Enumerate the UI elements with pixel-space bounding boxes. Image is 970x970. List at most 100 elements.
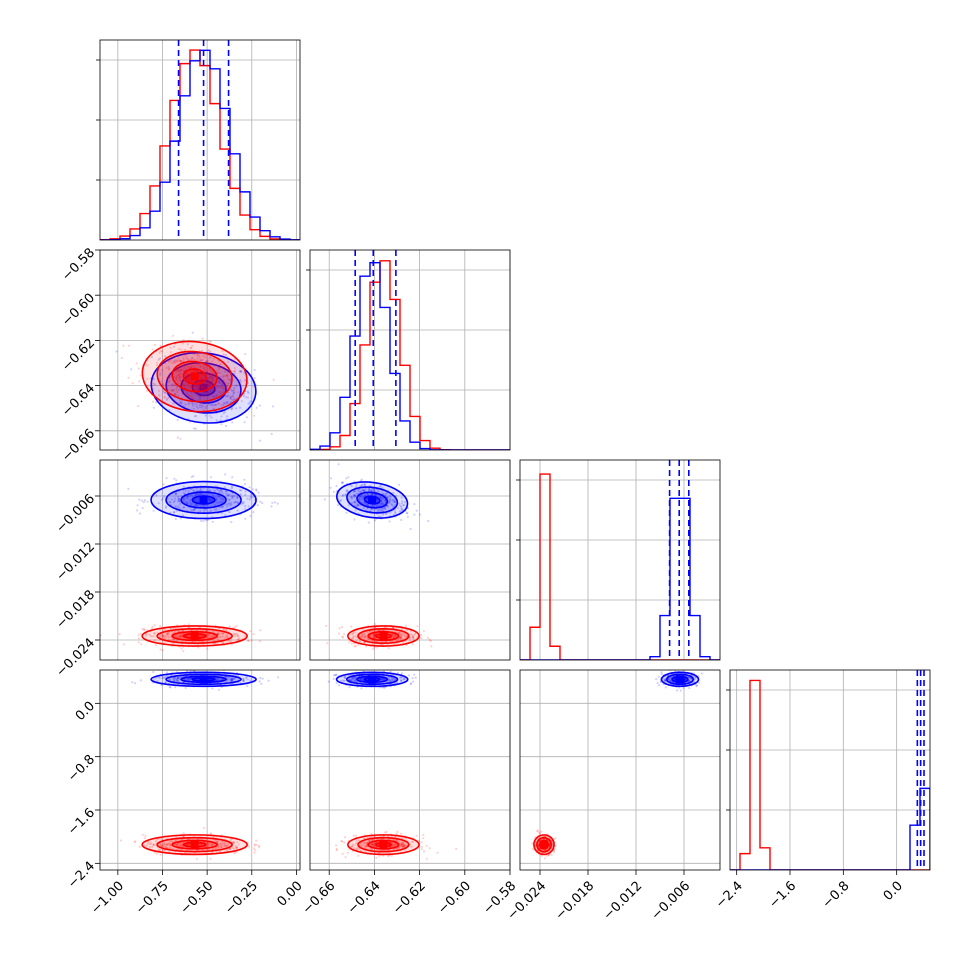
scatter-point [167, 380, 170, 383]
scatter-point [363, 501, 366, 504]
scatter-point [387, 647, 390, 650]
scatter-point [348, 686, 351, 689]
scatter-point [196, 500, 199, 503]
scatter-point [190, 488, 193, 491]
scatter-point [168, 379, 172, 382]
scatter-point [217, 402, 220, 405]
scatter-point [172, 638, 175, 641]
scatter-point [200, 386, 203, 389]
scatter-point [410, 840, 413, 844]
scatter-point [162, 841, 166, 845]
scatter-point [354, 844, 357, 847]
scatter-point [170, 359, 173, 362]
scatter-point [372, 635, 376, 638]
scatter-point [385, 512, 388, 516]
scatter-point [218, 379, 221, 382]
scatter-point [369, 630, 372, 634]
scatter-point [202, 826, 205, 830]
scatter-point [401, 508, 404, 512]
scatter-point [184, 686, 187, 690]
scatter-point [196, 363, 199, 366]
scatter-point [233, 358, 236, 361]
scatter-point [364, 841, 367, 845]
scatter-point [201, 354, 205, 357]
scatter-point [224, 374, 227, 377]
scatter-point [411, 840, 415, 843]
scatter-point [388, 680, 391, 683]
scatter-point [684, 677, 687, 681]
scatter-point [211, 520, 214, 523]
scatter-point [180, 635, 183, 638]
scatter-point [245, 416, 248, 419]
scatter-point [364, 846, 367, 849]
scatter-point [404, 837, 407, 840]
scatter-point [223, 841, 227, 844]
scatter-point [176, 394, 179, 397]
scatter-point [354, 675, 357, 679]
scatter-point [191, 397, 195, 400]
scatter-point [201, 391, 204, 394]
scatter-point [230, 503, 233, 506]
scatter-point [158, 351, 161, 354]
scatter-point [354, 631, 357, 634]
scatter-point [176, 391, 179, 394]
scatter-point [255, 489, 258, 492]
scatter-point [165, 398, 168, 401]
scatter-point [372, 844, 375, 847]
scatter-point [218, 843, 221, 846]
scatter-point [355, 504, 358, 508]
scatter-point [187, 489, 190, 492]
y-tick-label: −0.62 [59, 336, 98, 375]
scatter-point [187, 623, 190, 626]
scatter-point [178, 372, 181, 375]
scatter-point [232, 841, 235, 844]
scatter-point [150, 356, 154, 359]
scatter-point [187, 377, 191, 380]
scatter-point [221, 632, 224, 635]
scatter-point [231, 476, 234, 479]
scatter-point [253, 369, 256, 372]
scatter-point [173, 631, 176, 634]
scatter-point [189, 346, 192, 350]
scatter-point [327, 680, 330, 683]
scatter-point [184, 489, 187, 492]
scatter-point [372, 838, 375, 842]
scatter-point [144, 635, 148, 638]
scatter-point [143, 628, 146, 631]
scatter-point [209, 340, 212, 344]
scatter-point [660, 673, 663, 676]
scatter-point [531, 842, 534, 845]
scatter-point [153, 639, 156, 642]
scatter-point [359, 678, 362, 681]
scatter-point [401, 845, 405, 848]
scatter-point [231, 360, 234, 363]
scatter-point [165, 477, 168, 480]
scatter-point [361, 634, 364, 637]
scatter-point [210, 378, 213, 381]
scatter-point [207, 383, 210, 386]
x-tick-label: −0.62 [390, 879, 429, 918]
histogram-blue [100, 49, 300, 240]
scatter-panel-2-0 [99, 459, 301, 661]
scatter-point [222, 366, 225, 369]
scatter-point [238, 637, 241, 640]
scatter-point [216, 677, 219, 681]
scatter-point [413, 513, 416, 516]
scatter-point [235, 846, 238, 850]
scatter-point [400, 518, 403, 522]
scatter-point [400, 496, 403, 499]
scatter-point [174, 518, 177, 521]
scatter-point [345, 511, 348, 514]
scatter-point [398, 637, 401, 640]
scatter-point [221, 840, 224, 843]
scatter-point [389, 670, 392, 674]
scatter-point [244, 505, 247, 508]
scatter-point [195, 414, 198, 418]
scatter-point [425, 844, 428, 847]
scatter-point [195, 369, 198, 373]
scatter-point [237, 391, 240, 394]
scatter-point [170, 498, 173, 501]
scatter-point [178, 374, 181, 377]
scatter-point [217, 368, 221, 371]
scatter-point [372, 488, 375, 491]
